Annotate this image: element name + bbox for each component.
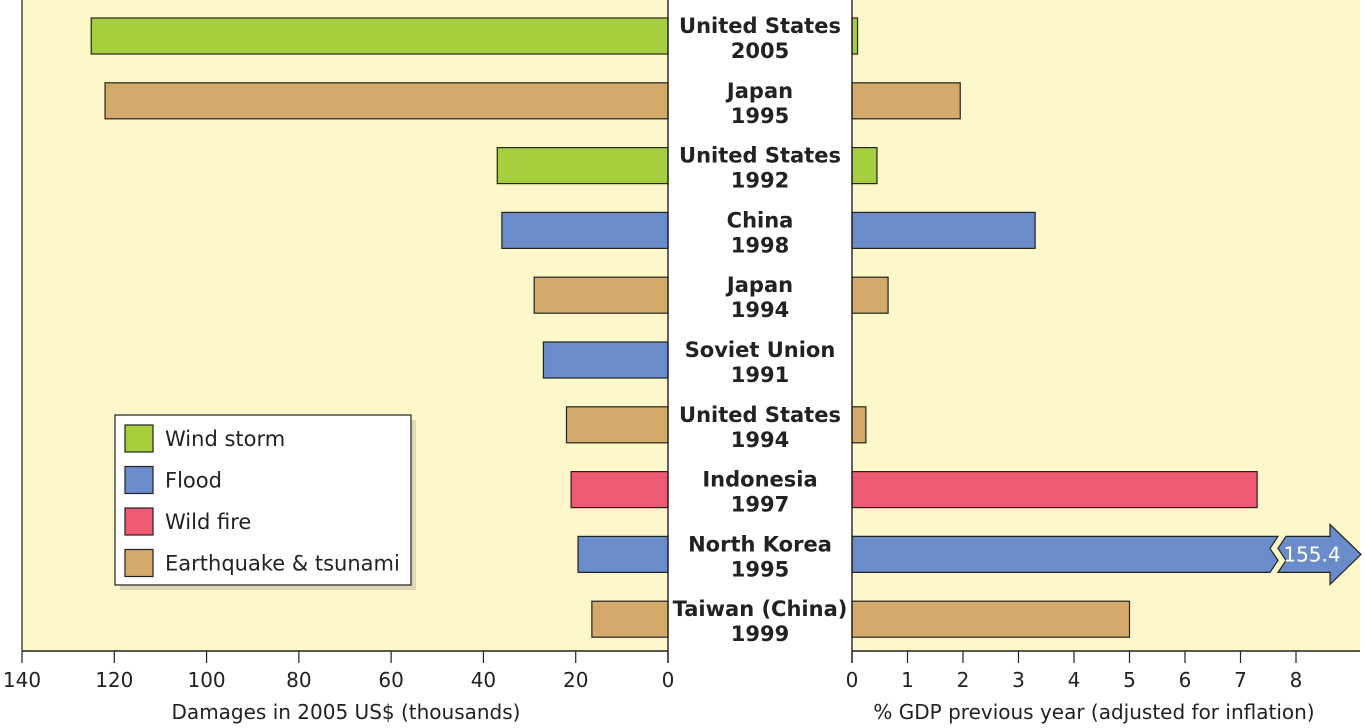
- right-tick-label: 3: [1012, 668, 1025, 692]
- right-bar: [851, 535, 1280, 574]
- left-x-axis-title: Damages in 2005 US$ (thousands): [172, 700, 521, 724]
- left-bar: [542, 341, 669, 379]
- left-bar: [565, 406, 669, 444]
- category-year-label: 1992: [731, 169, 789, 193]
- category-year-label: 1995: [731, 104, 789, 128]
- right-bar-arrow: [1276, 522, 1362, 586]
- left-bar: [104, 82, 669, 120]
- category-year-label: 2005: [731, 39, 789, 63]
- right-tick-label: 6: [1179, 668, 1192, 692]
- left-bar: [90, 17, 669, 55]
- left-bar: [577, 535, 669, 574]
- right-tick-label: 0: [846, 668, 859, 692]
- legend-label: Flood: [165, 469, 222, 493]
- legend-swatch: [124, 424, 154, 453]
- legend-label: Earthquake & tsunami: [165, 552, 400, 576]
- left-bar: [570, 471, 669, 509]
- right-tick-label: 2: [957, 668, 970, 692]
- legend-swatch: [124, 465, 154, 495]
- left-tick-label: 100: [187, 668, 225, 692]
- left-tick-label: 120: [95, 668, 133, 692]
- left-bar: [533, 276, 669, 314]
- legend-swatch: [124, 548, 154, 578]
- category-country-label: Japan: [725, 273, 793, 297]
- category-year-label: 1991: [731, 363, 789, 387]
- left-tick-label: 20: [563, 668, 588, 692]
- legend-label: Wild fire: [165, 510, 251, 534]
- broken-bar-label: 155.4: [1283, 542, 1340, 566]
- right-tick-label: 5: [1123, 668, 1136, 692]
- right-bar: [851, 147, 878, 185]
- category-country-label: United States: [679, 403, 841, 427]
- category-year-label: 1995: [731, 557, 789, 581]
- right-tick-label: 7: [1234, 668, 1247, 692]
- right-bar: [851, 17, 859, 55]
- right-bar: [851, 406, 867, 444]
- category-year-label: 1999: [731, 622, 789, 646]
- left-tick-label: 40: [471, 668, 496, 692]
- left-tick-label: 140: [3, 668, 41, 692]
- category-country-label: Taiwan (China): [673, 597, 848, 621]
- left-bar: [501, 211, 669, 249]
- category-year-label: 1994: [731, 298, 789, 322]
- category-year-label: 1998: [731, 233, 789, 257]
- left-tick-label: 0: [662, 668, 675, 692]
- legend-swatch: [124, 507, 154, 536]
- right-bar: [851, 276, 889, 314]
- right-bar: [851, 600, 1131, 638]
- right-tick-label: 8: [1290, 668, 1303, 692]
- left-tick-label: 80: [286, 668, 311, 692]
- category-country-label: United States: [679, 14, 841, 38]
- category-year-label: 1994: [731, 428, 789, 452]
- legend-label: Wind storm: [165, 427, 285, 451]
- right-x-axis-title: % GDP previous year (adjusted for inflat…: [873, 700, 1314, 724]
- category-country-label: China: [727, 208, 794, 232]
- category-year-label: 1997: [731, 493, 789, 517]
- legend-box: [114, 414, 412, 586]
- category-country-label: United States: [679, 144, 841, 168]
- right-bar: [851, 82, 961, 120]
- right-bar: [851, 211, 1036, 249]
- right-bar: [851, 471, 1258, 509]
- right-tick-label: 1: [901, 668, 914, 692]
- right-tick-label: 4: [1068, 668, 1081, 692]
- category-country-label: Soviet Union: [685, 338, 836, 362]
- category-country-label: Japan: [725, 79, 793, 103]
- left-tick-label: 60: [378, 668, 403, 692]
- left-bar: [496, 147, 669, 185]
- left-bar: [591, 600, 669, 638]
- category-country-label: Indonesia: [702, 468, 817, 492]
- category-country-label: North Korea: [688, 532, 832, 556]
